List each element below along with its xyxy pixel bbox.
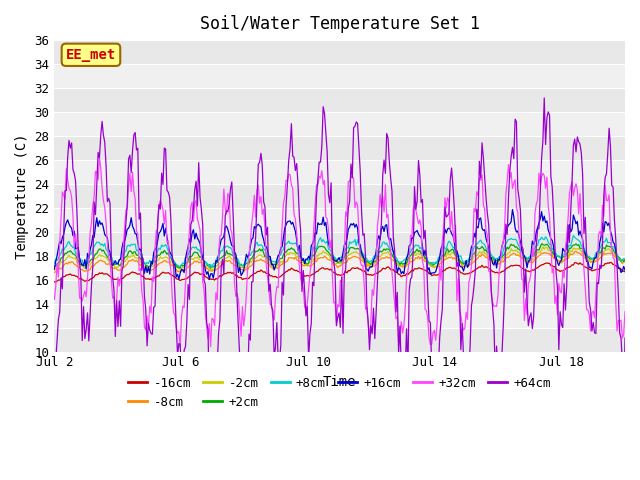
Bar (54, 136, 625, 160)
Text: EE_met: EE_met (66, 48, 116, 62)
Bar (54, 327, 625, 351)
Bar (54, 232, 625, 256)
Title: Soil/Water Temperature Set 1: Soil/Water Temperature Set 1 (200, 15, 480, 33)
Bar (54, 40, 625, 64)
X-axis label: Time: Time (323, 375, 356, 389)
Bar (54, 280, 625, 304)
Legend: -16cm, -8cm, -2cm, +2cm, +8cm, +16cm, +32cm, +64cm: -16cm, -8cm, -2cm, +2cm, +8cm, +16cm, +3… (124, 372, 556, 414)
Bar (54, 88, 625, 112)
Y-axis label: Temperature (C): Temperature (C) (15, 133, 29, 259)
Bar (54, 184, 625, 208)
